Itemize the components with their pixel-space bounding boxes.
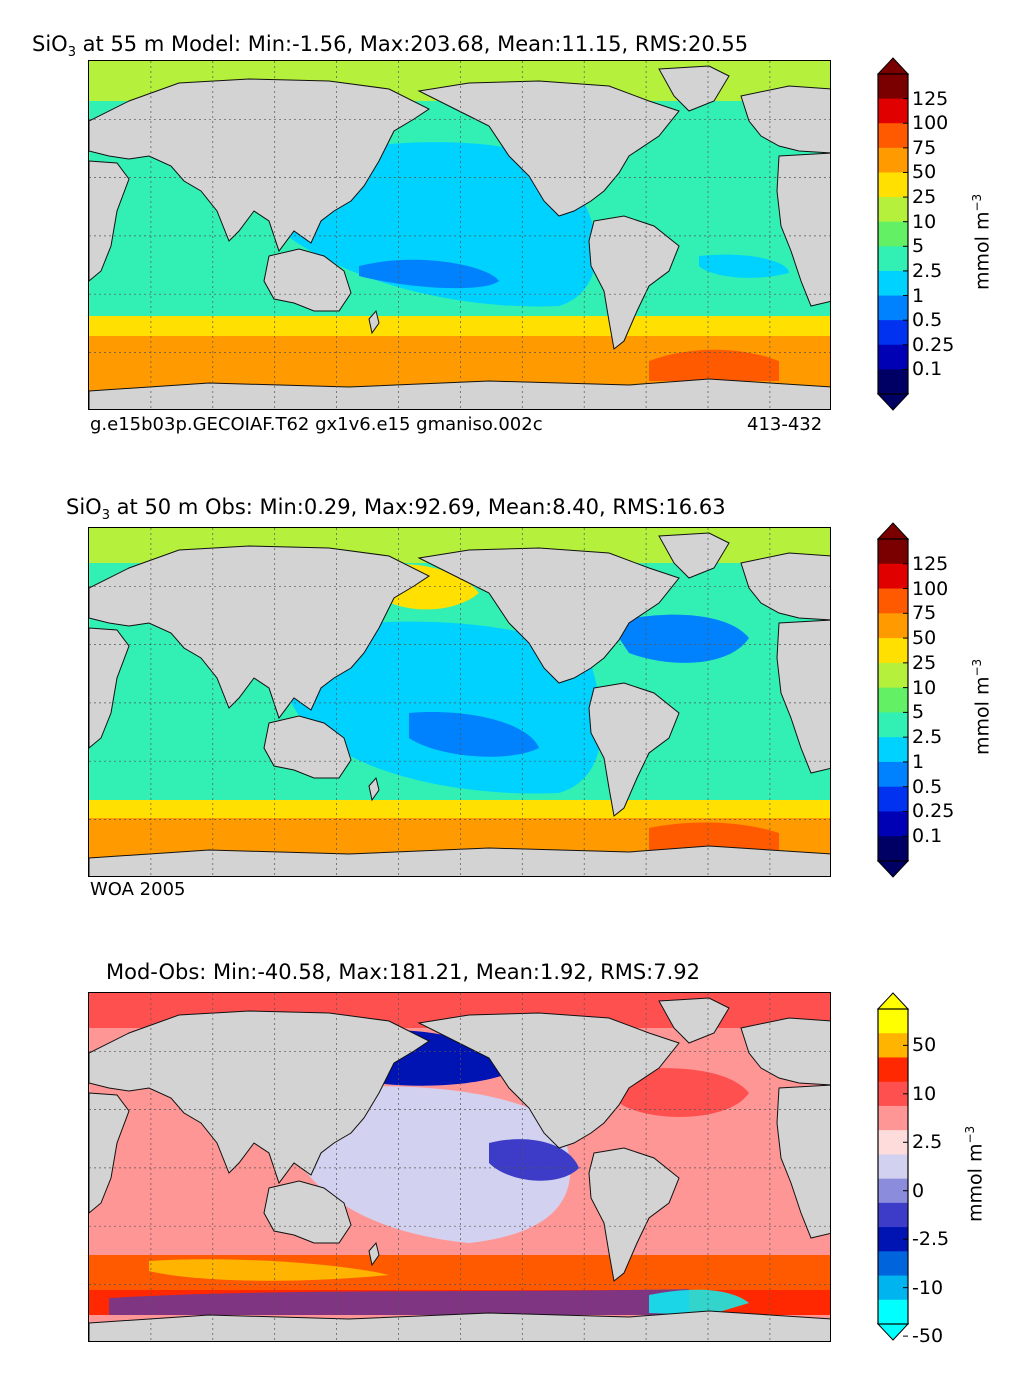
colorbar-tick-label: 125 <box>912 552 949 575</box>
colorbar-tick-label: 25 <box>912 651 937 674</box>
colorbar-tick-label: -50 <box>912 1325 944 1348</box>
colorbar-swatch <box>878 98 908 124</box>
colorbar-tick-label: 0.1 <box>912 358 943 381</box>
obs-map <box>88 527 831 877</box>
colorbar-tick-label: 0.5 <box>912 775 943 798</box>
colorbar-swatch <box>878 320 908 346</box>
colorbar-swatch <box>878 836 908 862</box>
colorbar-swatch <box>878 761 908 788</box>
colorbar-swatch <box>878 613 908 639</box>
colorbar-swatch <box>878 1009 908 1034</box>
colorbar-swatch <box>878 270 908 297</box>
colorbar-tick-label: 25 <box>912 186 937 209</box>
colorbar-tick-label: 75 <box>912 136 937 159</box>
colorbar-tick-label: 1 <box>912 750 925 773</box>
colorbar-swatch <box>878 1299 908 1325</box>
panel3-colorbar <box>876 992 910 1341</box>
difference-map <box>88 992 831 1342</box>
colorbar-tick-label: 50 <box>912 627 937 650</box>
colorbar-tick-label: 100 <box>912 577 949 600</box>
model-map <box>88 60 831 410</box>
colorbar-tick-label: 2.5 <box>912 1131 943 1154</box>
panel3-unit-label: mmol m−3 <box>963 1125 987 1222</box>
colorbar-tick-label: 0.5 <box>912 309 943 332</box>
panel1-unit-label: mmol m−3 <box>970 193 994 290</box>
colorbar-swatch <box>878 172 908 198</box>
colorbar-tick-label: 50 <box>912 1034 937 1057</box>
colorbar-swatch <box>878 687 908 713</box>
colorbar-tick-label: 2.5 <box>912 259 943 282</box>
panel2-caption-source: WOA 2005 <box>90 879 186 900</box>
panel3-title: Mod-Obs: Min:-40.58, Max:181.21, Mean:1.… <box>106 960 700 984</box>
colorbar-tick-label: 0 <box>912 1179 925 1202</box>
colorbar-tick-label: 5 <box>912 235 925 258</box>
colorbar-swatch <box>878 1202 908 1228</box>
panel1-title: SiO3 at 55 m Model: Min:-1.56, Max:203.6… <box>32 32 749 61</box>
colorbar-tick-label: 1 <box>912 284 925 307</box>
colorbar-tick-label: -10 <box>912 1276 944 1299</box>
colorbar-swatch <box>878 638 908 664</box>
colorbar-swatch <box>878 588 908 614</box>
colorbar-swatch <box>878 246 908 272</box>
colorbar-swatch <box>878 662 908 689</box>
colorbar-tick-label: 50 <box>912 161 937 184</box>
colorbar-swatch <box>878 197 908 223</box>
colorbar-swatch <box>878 369 908 395</box>
colorbar-swatch <box>878 344 908 370</box>
colorbar-swatch <box>878 1154 908 1180</box>
colorbar-tick-label: 125 <box>912 87 949 110</box>
panel2-title: SiO3 at 50 m Obs: Min:0.29, Max:92.69, M… <box>66 495 726 524</box>
panel1-caption-case: g.e15b03p.GECOIAF.T62 gx1v6.e15 gmaniso.… <box>90 414 543 435</box>
colorbar-swatch <box>878 737 908 763</box>
colorbar-tick-label: 5 <box>912 701 925 724</box>
colorbar-swatch <box>878 147 908 173</box>
colorbar-tick-label: -2.5 <box>912 1228 950 1251</box>
colorbar-tick-label: 0.25 <box>912 800 955 823</box>
colorbar-swatch <box>878 74 908 100</box>
colorbar-tick-label: 10 <box>912 1082 937 1105</box>
colorbar-tick-label: 10 <box>912 210 937 233</box>
colorbar-swatch <box>878 563 908 590</box>
panel2-unit-label: mmol m−3 <box>970 658 994 755</box>
colorbar-tick-label: 0.1 <box>912 825 943 848</box>
colorbar-tick-label: 100 <box>912 112 949 135</box>
model-map-svg <box>89 61 830 409</box>
colorbar-swatch <box>878 811 908 837</box>
colorbar-swatch <box>878 123 908 149</box>
colorbar-swatch <box>878 786 908 812</box>
colorbar-swatch <box>878 1057 908 1083</box>
panel1-colorbar <box>876 57 910 411</box>
colorbar-tick-label: 0.25 <box>912 333 955 356</box>
colorbar-swatch <box>878 221 908 247</box>
colorbar-tick-label: 10 <box>912 676 937 699</box>
colorbar-tick-label: 75 <box>912 602 937 625</box>
colorbar-swatch <box>878 712 908 738</box>
panel2-colorbar <box>876 522 910 878</box>
colorbar-swatch <box>878 1105 908 1131</box>
difference-map-svg <box>89 993 830 1341</box>
colorbar-swatch <box>878 539 908 565</box>
panel1-caption-years: 413-432 <box>747 414 823 435</box>
colorbar-tick-label: 2.5 <box>912 726 943 749</box>
obs-map-svg <box>89 528 830 876</box>
colorbar-swatch <box>878 1251 908 1277</box>
colorbar-swatch <box>878 295 908 321</box>
